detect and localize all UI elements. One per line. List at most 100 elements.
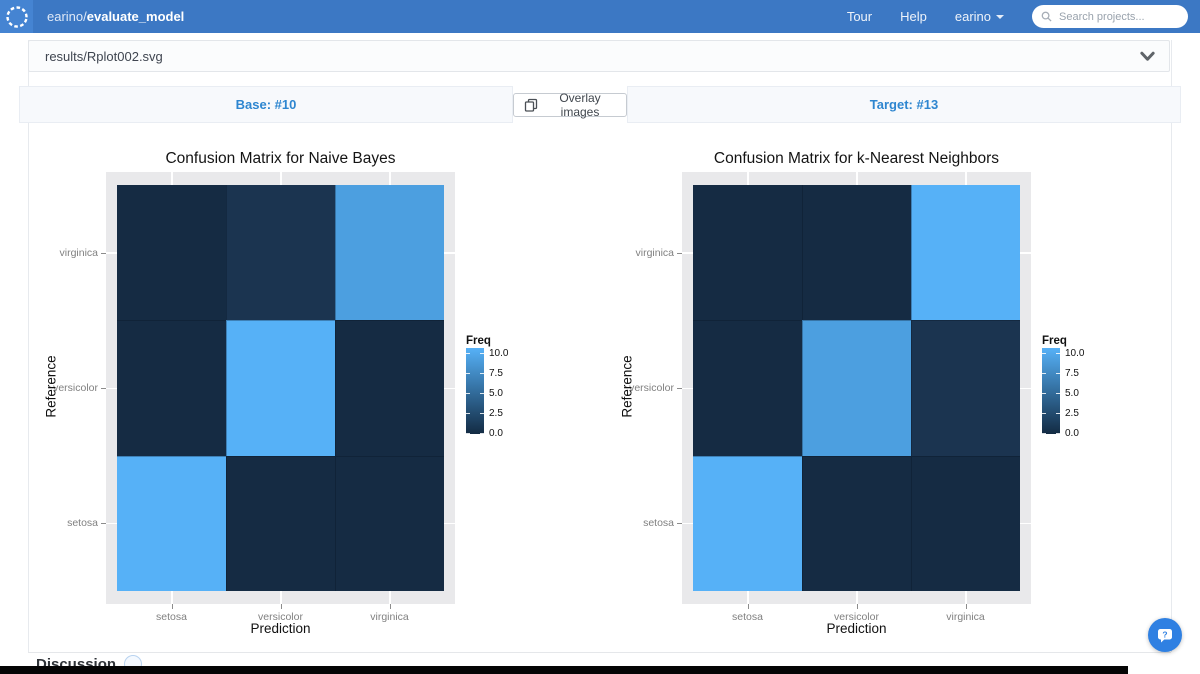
y-tick-label: setosa — [643, 517, 674, 530]
y-tick-label: setosa — [67, 517, 98, 530]
help-chat-button[interactable]: ? — [1148, 618, 1182, 652]
legend-tick-label: 2.5 — [489, 408, 503, 419]
legend-tick-mark — [480, 413, 484, 414]
legend-tick-label: 5.0 — [1065, 388, 1079, 399]
legend-tick-mark — [466, 393, 470, 394]
target-panel: Target: #13 — [627, 86, 1181, 123]
card-border-left — [28, 40, 29, 652]
user-menu[interactable]: earino — [955, 9, 1004, 24]
heatmap-cell — [802, 455, 911, 591]
breadcrumb-project[interactable]: earino/evaluate_model — [47, 9, 184, 24]
heatmap-cell — [802, 320, 911, 456]
overlay-images-button[interactable]: Overlay images — [513, 90, 627, 119]
collapse-chevron-button[interactable] — [1140, 51, 1155, 62]
heatmap-cell — [117, 185, 226, 321]
legend-tick-label: 7.5 — [489, 368, 503, 379]
y-tick-mark — [677, 388, 682, 389]
x-tick-mark — [389, 604, 391, 609]
section-divider — [28, 652, 1171, 653]
x-tick-mark — [171, 604, 173, 609]
spiral-logo-icon — [4, 4, 30, 30]
y-tick-mark — [101, 523, 106, 525]
y-tick-mark — [101, 252, 106, 254]
breadcrumb-repo: evaluate_model — [86, 9, 185, 24]
overlay-pages-icon — [524, 98, 538, 112]
svg-text:?: ? — [1162, 629, 1167, 639]
heatmap-cell — [911, 320, 1020, 456]
legend-tick-mark — [1042, 433, 1046, 434]
heatmap-tiles — [693, 185, 1020, 591]
base-panel: Base: #10 — [19, 86, 513, 123]
y-tick-mark — [677, 252, 682, 254]
file-header-row[interactable]: results/Rplot002.svg — [28, 40, 1170, 72]
legend-tick-mark — [466, 433, 470, 434]
legend-tick-mark — [480, 353, 484, 354]
top-navbar: earino/evaluate_model Tour Help earino — [0, 0, 1200, 33]
heatmap-cell — [117, 455, 226, 591]
legend-tick-mark — [1056, 353, 1060, 354]
chart-title: Confusion Matrix for Naive Bayes — [165, 150, 396, 167]
x-axis-title: Prediction — [826, 621, 887, 636]
y-axis-title: Reference — [43, 355, 59, 418]
legend-title: Freq — [466, 335, 491, 347]
heatmap-cell — [226, 185, 335, 321]
y-tick-label: versicolor — [53, 382, 98, 394]
y-tick-mark — [101, 388, 106, 389]
heatmap-cell — [226, 455, 335, 591]
card-border-right — [1171, 40, 1172, 652]
y-tick-label: virginica — [59, 246, 98, 259]
heatmap-cell — [335, 320, 444, 456]
legend-tick-mark — [480, 393, 484, 394]
legend-tick-mark — [1056, 413, 1060, 414]
x-tick-mark — [965, 604, 967, 609]
legend-tick-label: 0.0 — [1065, 428, 1079, 439]
legend-tick-mark — [480, 373, 484, 374]
legend-tick-mark — [466, 353, 470, 354]
y-tick-label: versicolor — [629, 382, 674, 394]
legend-tick-label: 10.0 — [489, 348, 509, 359]
x-tick-label: setosa — [732, 611, 763, 623]
legend-colorbar — [466, 348, 484, 434]
heatmap-cell — [117, 320, 226, 456]
heatmap-cell — [335, 455, 444, 591]
heatmap-cell — [911, 185, 1020, 321]
y-tick-mark — [677, 523, 682, 525]
legend-tick-mark — [1042, 373, 1046, 374]
legend-tick-label: 2.5 — [1065, 408, 1079, 419]
overlay-images-label: Overlay images — [559, 90, 601, 119]
heatmap-tiles — [117, 185, 444, 591]
x-tick-label: virginica — [946, 611, 985, 623]
chevron-down-icon — [996, 15, 1004, 19]
target-version-link[interactable]: Target: #13 — [869, 97, 939, 112]
x-tick-label: versicolor — [258, 611, 303, 623]
nav-tour[interactable]: Tour — [846, 9, 873, 24]
base-version-link[interactable]: Base: #10 — [235, 97, 297, 112]
heatmap-cell — [802, 185, 911, 321]
heatmap-cell — [693, 320, 802, 456]
y-axis-title: Reference — [619, 355, 635, 418]
heatmap-cell — [693, 455, 802, 591]
legend-tick-label: 7.5 — [1065, 368, 1079, 379]
legend-tick-mark — [1056, 433, 1060, 434]
search-box[interactable] — [1032, 5, 1188, 28]
legend-tick-mark — [1056, 393, 1060, 394]
nav-help[interactable]: Help — [900, 9, 927, 24]
x-tick-mark — [280, 604, 282, 609]
search-input[interactable] — [1057, 9, 1179, 24]
app-logo[interactable] — [0, 0, 33, 33]
legend-tick-mark — [466, 413, 470, 414]
chat-question-icon: ? — [1156, 627, 1174, 644]
breadcrumb-owner: earino/ — [47, 9, 87, 24]
compare-strip: Base: #10 Overlay images Target: #13 — [19, 86, 1181, 123]
heatmap-cell — [335, 185, 444, 321]
legend-tick-mark — [1042, 353, 1046, 354]
x-tick-label: setosa — [156, 611, 187, 623]
heatmap-cell — [911, 455, 1020, 591]
x-tick-label: virginica — [370, 611, 409, 623]
search-icon — [1041, 11, 1052, 22]
legend-tick-mark — [1042, 393, 1046, 394]
legend-tick-label: 10.0 — [1065, 348, 1085, 359]
file-name: results/Rplot002.svg — [45, 48, 163, 64]
user-menu-label: earino — [954, 9, 991, 24]
heatmap-cell — [226, 320, 335, 456]
